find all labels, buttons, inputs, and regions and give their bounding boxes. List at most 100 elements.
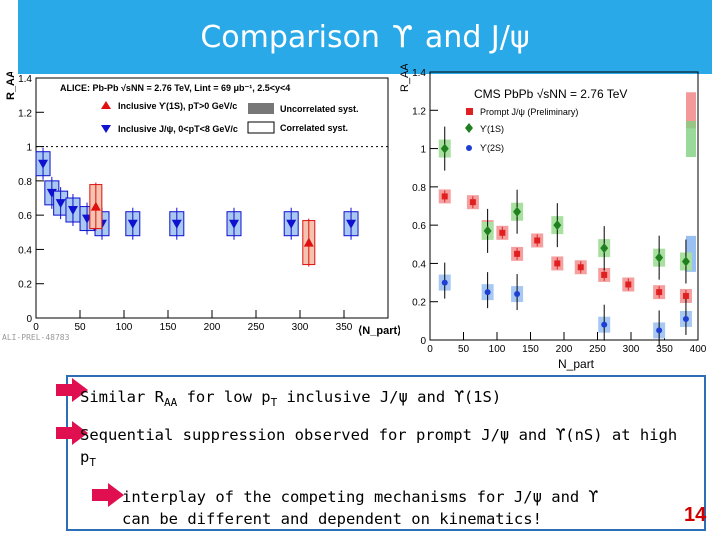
legend-marker-y2s xyxy=(466,145,472,151)
legend-header: CMS PbPb √sNN = 2.76 TeV xyxy=(474,87,627,101)
legend-label: Prompt J/ψ (Preliminary) xyxy=(480,107,578,117)
y-tick-label: 0.2 xyxy=(18,280,32,291)
bullet-1-text-mid: for low p xyxy=(177,388,271,406)
legend-label: Uncorrelated syst. xyxy=(280,104,359,114)
legend-label: Inclusive ϒ(1S), pT>0 GeV/c xyxy=(118,101,237,111)
y-axis-label: R_AA xyxy=(5,72,17,100)
x-tick-label: 150 xyxy=(522,344,539,355)
bullet-2-sub: T xyxy=(89,456,96,470)
jpsi-point xyxy=(554,260,561,267)
bullet-2-line-2: p xyxy=(80,448,90,466)
legend-marker-jpsi xyxy=(466,108,473,115)
y2s-point xyxy=(656,327,663,334)
plot-frame xyxy=(35,77,389,319)
y-tick-label: 1.2 xyxy=(412,106,426,117)
page-number: 14 xyxy=(684,504,707,526)
x-tick-label: 200 xyxy=(556,344,573,355)
alice-chart: 0 0.2 0.4 0.6 0.8 1 1.2 1.4 0 50 100 150 200 250 300 35… xyxy=(2,72,400,342)
x-tick-label: 50 xyxy=(74,322,86,333)
title-text-mid: and J/ xyxy=(424,19,510,55)
y1s-point xyxy=(483,225,492,236)
upsilon-point xyxy=(90,201,101,211)
jpsi-point xyxy=(601,271,608,278)
upsilon-symbol: ϒ xyxy=(391,19,413,55)
upsilon-point xyxy=(303,237,314,247)
jpsi-point xyxy=(55,199,66,209)
y-tick-label: 0.8 xyxy=(18,177,32,188)
y-tick-label: 1.4 xyxy=(18,74,32,85)
legend-label: ϒ(1S) xyxy=(480,124,504,134)
bullet-2: Sequential suppression observed for prom… xyxy=(80,424,677,474)
jpsi-point xyxy=(441,193,448,200)
bullet-1-text-post: inclusive J/ψ and ϒ(1S) xyxy=(277,388,502,406)
y-tick-label: 1.4 xyxy=(412,68,426,79)
jpsi-point xyxy=(577,264,584,271)
legend-header: ALICE: Pb-Pb √sNN = 2.76 TeV, Lint = 69 … xyxy=(60,83,290,93)
jpsi-point xyxy=(514,250,521,257)
y-tick-label: 0.8 xyxy=(412,183,426,194)
y-tick-label: 0.6 xyxy=(412,221,426,232)
jpsi-point xyxy=(469,199,476,206)
global-uncertainty-box xyxy=(686,121,696,157)
bullet-3-line-1: interplay of the competing mechanisms fo… xyxy=(122,488,598,506)
jpsi-point xyxy=(229,219,239,229)
x-tick-label: 200 xyxy=(204,322,221,333)
y-tick-label: 1 xyxy=(26,143,32,154)
y1s-point xyxy=(681,256,690,267)
y-tick-label: 1.2 xyxy=(18,108,32,119)
y-tick-label: 0 xyxy=(420,336,426,347)
y2s-point xyxy=(514,291,521,298)
jpsi-point xyxy=(67,206,78,215)
jpsi-point xyxy=(499,229,506,236)
legend-label: Inclusive J/ψ, 0<pT<8 GeV/c xyxy=(118,124,238,134)
x-axis-label: N_part xyxy=(558,357,595,371)
y1s-point xyxy=(600,243,609,254)
jpsi-point xyxy=(682,292,689,299)
y-tick-label: 0.2 xyxy=(412,298,426,309)
bullet-box xyxy=(66,375,706,531)
bullet-3: interplay of the competing mechanisms fo… xyxy=(122,486,598,530)
x-tick-label: 0 xyxy=(33,322,39,333)
y-tick-label: 0.4 xyxy=(412,259,426,270)
global-uncertainty-box xyxy=(686,92,696,129)
x-tick-label: 300 xyxy=(292,322,309,333)
x-tick-label: 50 xyxy=(458,344,470,355)
jpsi-point xyxy=(127,219,138,229)
legend-marker-y1s xyxy=(465,123,473,133)
x-tick-label: 100 xyxy=(116,322,133,333)
legend-label: ϒ(2S) xyxy=(480,143,504,153)
x-tick-label: 100 xyxy=(489,344,506,355)
x-tick-label: 150 xyxy=(160,322,177,333)
y-tick-label: 1 xyxy=(420,145,426,156)
jpsi-point xyxy=(625,281,632,288)
bullet-3-line-2: can be different and dependent on kinema… xyxy=(122,510,542,528)
y-tick-label: 0 xyxy=(26,314,32,325)
x-tick-label: 400 xyxy=(690,344,707,355)
jpsi-point xyxy=(38,159,49,169)
cms-chart: 0 0.2 0.4 0.6 0.8 1 1.2 1.4 0 50 100 150 200 250 300 35… xyxy=(399,64,707,371)
psi-symbol: ψ xyxy=(509,19,530,55)
x-tick-label: 250 xyxy=(589,344,606,355)
bullet-1: Similar RAA for low pT inclusive J/ψ and… xyxy=(80,386,501,414)
y1s-point xyxy=(553,220,562,231)
jpsi-point xyxy=(346,219,357,229)
title-text-pre: Comparison xyxy=(200,19,380,55)
y-tick-label: 0.4 xyxy=(18,245,32,256)
y1s-point xyxy=(513,206,522,217)
x-tick-label: 0 xyxy=(427,344,433,355)
bullet-1-sub2: T xyxy=(270,396,278,410)
slide-title: Comparison ϒ and J/ ψ xyxy=(18,0,712,74)
watermark: ALI-PREL-48783 xyxy=(2,333,70,342)
y2s-point xyxy=(484,289,491,296)
y-axis-label: R_AA xyxy=(399,64,411,92)
legend-label: Correlated syst. xyxy=(280,123,348,133)
x-tick-label: 350 xyxy=(656,344,673,355)
jpsi-point xyxy=(656,289,663,296)
bullet-2-line-1: Sequential suppression observed for prom… xyxy=(80,426,678,444)
jpsi-point xyxy=(534,237,541,244)
legend-marker-upsilon xyxy=(101,101,111,109)
jpsi-point xyxy=(171,219,182,229)
y1s-point xyxy=(655,252,664,263)
x-tick-label: 300 xyxy=(623,344,640,355)
legend-swatch-corr xyxy=(247,121,275,134)
